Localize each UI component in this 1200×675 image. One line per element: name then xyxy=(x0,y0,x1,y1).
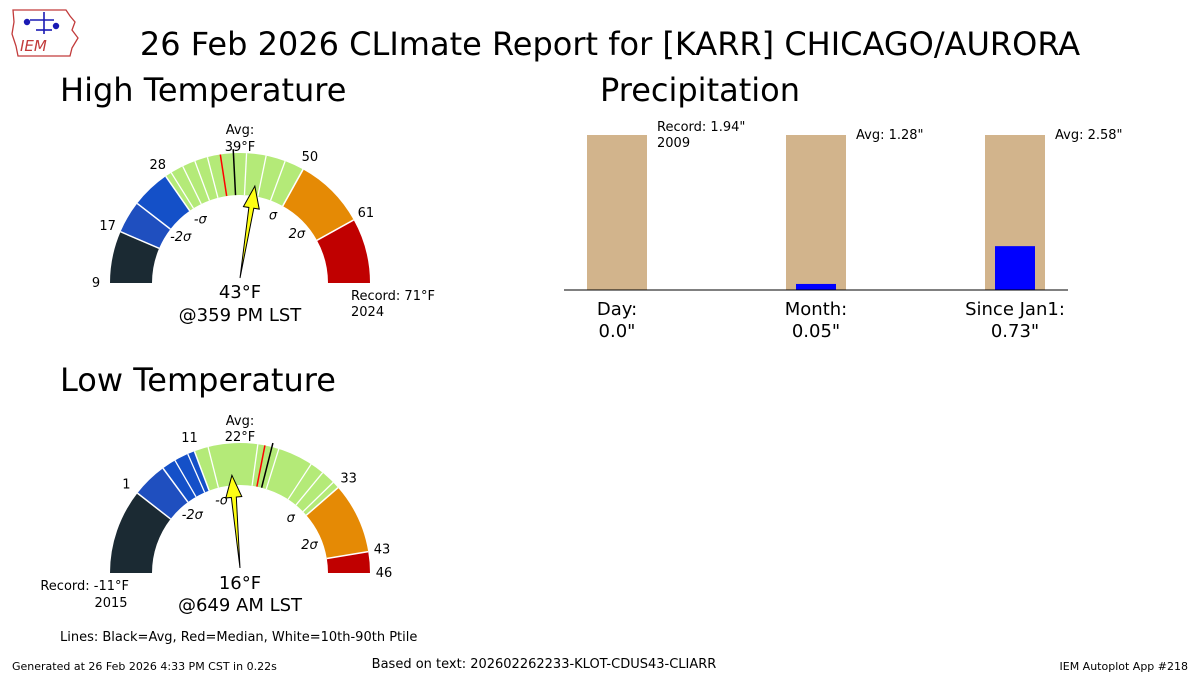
source-text-id: Based on text: 202602262233-KLOT-CDUS43-… xyxy=(372,657,717,672)
average-line xyxy=(260,442,274,488)
gauge-band-4 xyxy=(306,487,369,559)
band-boundary-1 xyxy=(136,202,171,230)
low-temperature-heading: Low Temperature xyxy=(60,361,336,399)
gauge-band-2 xyxy=(137,176,190,230)
high-observed-time: @359 PM LST xyxy=(179,305,303,326)
band-boundary-1 xyxy=(162,467,189,503)
page-title: 26 Feb 2026 CLImate Report for [KARR] CH… xyxy=(140,25,1080,63)
high-temperature-heading: High Temperature xyxy=(60,71,346,109)
percentile-line-5 xyxy=(257,155,267,197)
percentile-line-3 xyxy=(206,156,219,198)
band-boundary-0 xyxy=(120,231,160,249)
precip-reference-bar xyxy=(587,135,647,290)
autoplot-app-label: IEM Autoplot App #218 xyxy=(1060,660,1189,673)
low-record-label: Record: -11°F xyxy=(40,579,129,594)
gauge-needle xyxy=(239,184,260,279)
low-avg-label: Avg: xyxy=(226,414,254,429)
gauge-band-0 xyxy=(110,231,160,283)
generated-timestamp: Generated at 26 Feb 2026 4:33 PM CST in … xyxy=(12,660,277,673)
band-boundary-3 xyxy=(305,487,339,516)
gauge-sigma-label: σ xyxy=(269,209,278,224)
day-category-label: Day: xyxy=(597,299,637,320)
percentile-line-3 xyxy=(251,444,259,486)
gauge-band-5 xyxy=(316,219,370,283)
year-avg-label: Avg: 2.58" xyxy=(1055,128,1123,143)
day-record-label: Record: 1.94" xyxy=(657,120,745,135)
percentile-line-0 xyxy=(170,172,195,209)
year-category-label: Since Jan1: xyxy=(965,299,1065,320)
percentile-line-7 xyxy=(302,481,334,513)
day-record-year: 2009 xyxy=(657,136,690,151)
band-boundary-0 xyxy=(136,492,172,520)
gauge-tick-label: 61 xyxy=(358,206,375,221)
percentile-line-1 xyxy=(182,165,202,205)
high-observed-value: 43°F xyxy=(219,282,261,303)
precip-reference-bar xyxy=(786,135,846,290)
percentile-line-0 xyxy=(174,460,197,498)
high-avg-value: 39°F xyxy=(225,140,256,155)
low-observed-value: 16°F xyxy=(219,573,261,594)
weather-station-icon xyxy=(23,12,60,34)
median-line xyxy=(219,154,228,197)
high-avg-label: Avg: xyxy=(226,123,254,138)
gauge-band-2 xyxy=(163,451,210,503)
band-boundary-3 xyxy=(282,168,304,207)
gauge-tick-label: 33 xyxy=(340,471,357,486)
month-observed-label: 0.05" xyxy=(792,321,840,342)
gauge-tick-label: 50 xyxy=(302,150,319,165)
precipitation-bar-chart xyxy=(587,135,1045,290)
band-boundary-2 xyxy=(165,175,191,212)
percentile-line-4 xyxy=(265,448,280,490)
average-line xyxy=(232,149,237,196)
gauge-tick-label: 9 xyxy=(92,276,100,291)
low-record-year: 2015 xyxy=(94,596,127,611)
percentile-line-6 xyxy=(269,160,286,201)
gauge-tick-label: 43 xyxy=(374,542,391,557)
day-observed-label: 0.0" xyxy=(599,321,636,342)
gauge-band-0 xyxy=(110,493,171,573)
gauge-sigma-label: σ xyxy=(287,511,296,526)
percentile-line-6 xyxy=(295,472,324,506)
gauge-tick-label: 1 xyxy=(122,478,130,493)
percentile-line-2 xyxy=(194,160,211,201)
gauge-tick-label: 17 xyxy=(99,219,116,234)
gauge-band-4 xyxy=(282,169,354,241)
gauge-tick-label: 28 xyxy=(149,158,166,173)
band-boundary-4 xyxy=(326,550,369,560)
low-avg-value: 22°F xyxy=(225,430,256,445)
gauge-sigma-label: -2σ xyxy=(182,508,204,523)
precip-observed-bar xyxy=(796,283,836,290)
high-record-year: 2024 xyxy=(351,305,384,320)
precip-observed-bar xyxy=(995,246,1035,290)
high-record-label: Record: 71°F xyxy=(351,289,435,304)
percentile-line-2 xyxy=(207,446,220,488)
gauge-band-1 xyxy=(137,468,188,519)
gauge-tick-label: 11 xyxy=(181,431,198,446)
percentile-line-5 xyxy=(287,463,312,500)
lines-legend-note: Lines: Black=Avg, Red=Median, White=10th… xyxy=(60,630,417,645)
median-line xyxy=(256,445,266,487)
year-observed-label: 0.73" xyxy=(991,321,1039,342)
month-category-label: Month: xyxy=(785,299,847,320)
gauge-tick-label: 46 xyxy=(376,566,393,581)
gauge-sigma-label: 2σ xyxy=(301,538,318,553)
logo-text: IEM xyxy=(20,37,47,55)
precipitation-heading: Precipitation xyxy=(600,71,800,109)
month-avg-label: Avg: 1.28" xyxy=(856,128,924,143)
gauge-sigma-label: 2σ xyxy=(289,227,306,242)
percentile-line-4 xyxy=(243,153,248,196)
gauge-sigma-label: -σ xyxy=(194,212,208,227)
band-boundary-2 xyxy=(193,450,210,491)
band-boundary-4 xyxy=(316,219,355,241)
percentile-line-1 xyxy=(187,453,206,493)
gauge-sigma-label: -2σ xyxy=(170,230,192,245)
iem-logo: IEM xyxy=(11,9,79,57)
gauge-sigma-label: -σ xyxy=(215,493,229,508)
high-temperature-gauge: 9 17 28 50 61 -2σ-σ σ 2σ xyxy=(92,149,374,291)
gauge-needle xyxy=(225,473,243,569)
low-observed-time: @649 AM LST xyxy=(178,595,303,616)
